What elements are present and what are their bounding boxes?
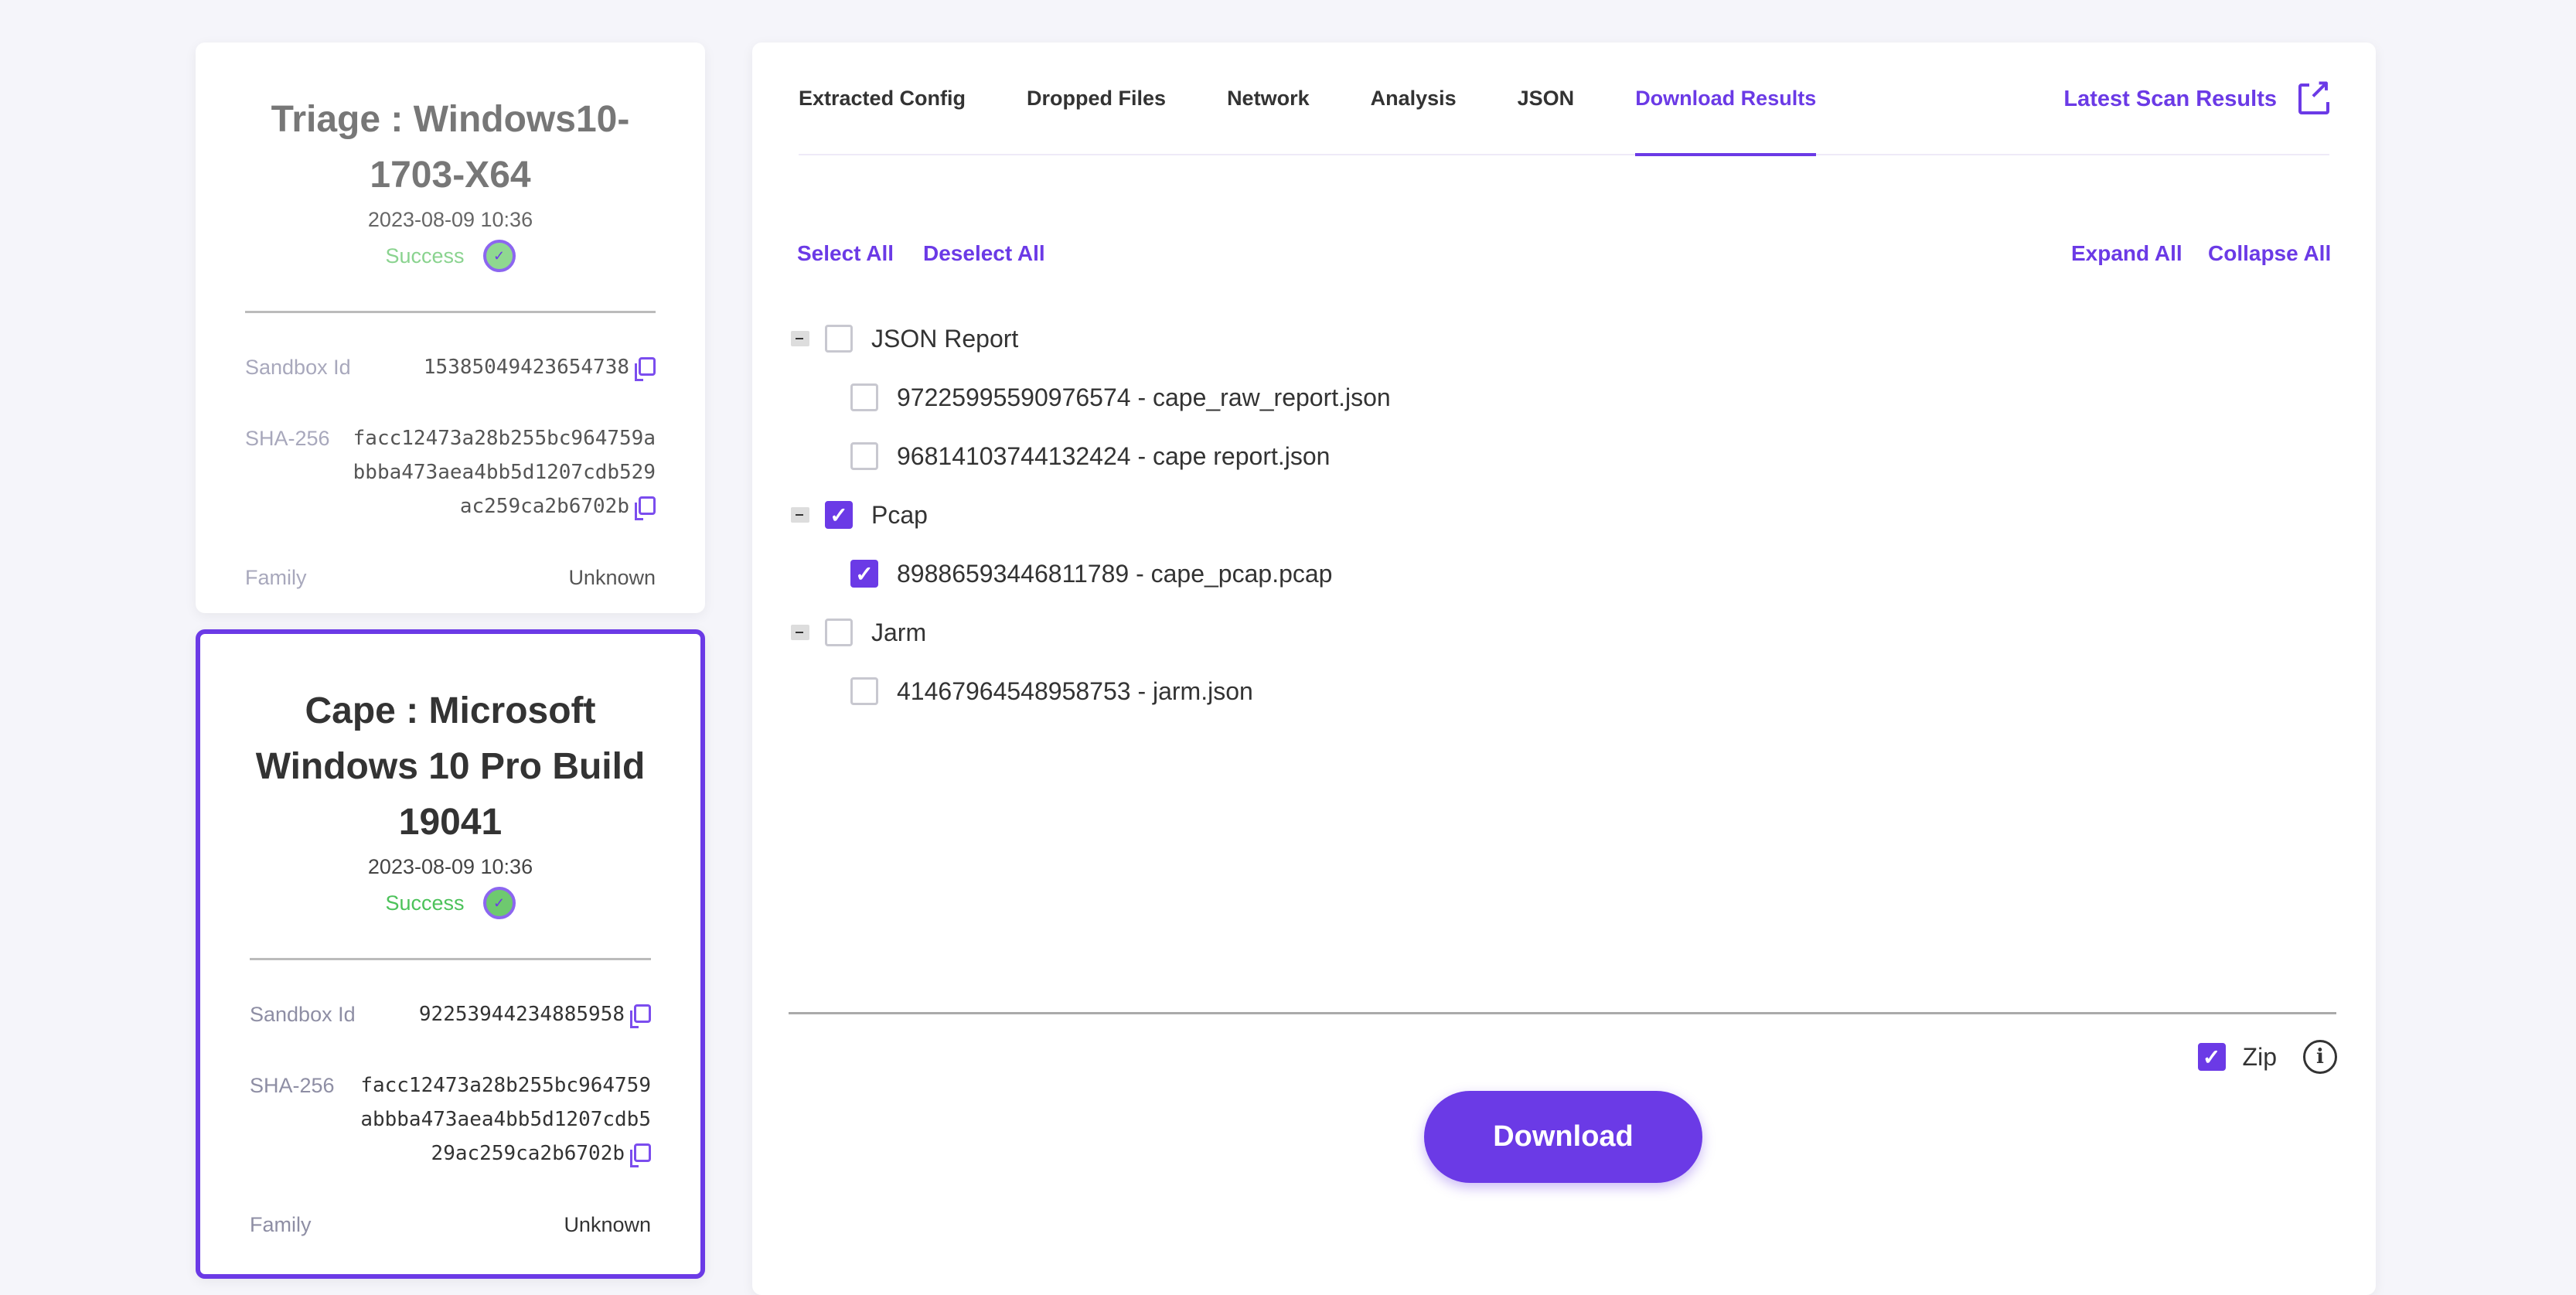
card-title: Triage : Windows10-1703-X64 [271, 99, 630, 196]
tree-group: Jarm [791, 603, 1391, 662]
group-checkbox[interactable] [825, 619, 853, 646]
sha-value: facc12473a28b255bc964759 abbba473aea4bb5d… [360, 1068, 651, 1171]
sha-line: bbba473aea4bb5d1207cdb529 [353, 461, 656, 484]
latest-scan-results-link[interactable]: Latest Scan Results [2063, 43, 2331, 155]
collapse-toggle-icon[interactable] [791, 507, 809, 523]
zip-option: ✓ Zip i [2197, 1040, 2337, 1074]
latest-scan-results-label: Latest Scan Results [2063, 86, 2277, 111]
status-text: Success [385, 244, 465, 268]
family-label: Family [250, 1213, 312, 1236]
file-tree: JSON Report 97225995590976574 - cape_raw_… [791, 309, 1391, 721]
sandbox-card-cape[interactable]: Cape : Microsoft Windows 10 Pro Build 19… [196, 629, 705, 1279]
sandbox-id-label: Sandbox Id [245, 356, 351, 379]
sandbox-card-triage[interactable]: Triage : Windows10-1703-X64 2023-08-09 1… [196, 43, 705, 613]
sha-label: SHA-256 [245, 427, 330, 450]
tab-network[interactable]: Network [1227, 86, 1310, 110]
results-panel: Extracted Config Dropped Files Network A… [752, 43, 2376, 1295]
tree-file: 41467964548958753 - jarm.json [791, 662, 1391, 721]
card-title: Cape : Microsoft Windows 10 Pro Build 19… [255, 690, 646, 843]
divider [245, 311, 656, 313]
family-value: Unknown [564, 1213, 651, 1236]
file-label: 96814103744132424 - cape report.json [897, 441, 1331, 470]
group-label: Jarm [871, 618, 927, 646]
sha-line: ac259ca2b6702b [459, 495, 629, 518]
sha-value: facc12473a28b255bc964759a bbba473aea4bb5d… [353, 421, 656, 523]
copy-icon[interactable] [630, 1004, 651, 1028]
info-icon[interactable]: i [2303, 1040, 2337, 1074]
copy-icon[interactable] [635, 357, 656, 381]
family-value: Unknown [568, 566, 656, 589]
card-date: 2023-08-09 10:36 [367, 208, 533, 231]
download-button[interactable]: Download [1424, 1091, 1702, 1183]
check-circle-icon: ✓ [482, 240, 516, 272]
tab-download-results[interactable]: Download Results [1635, 42, 1817, 156]
select-all-button[interactable]: Select All [797, 241, 894, 265]
group-checkbox[interactable] [825, 325, 853, 353]
card-date: 2023-08-09 10:36 [367, 855, 533, 878]
collapse-toggle-icon[interactable] [791, 331, 809, 346]
group-label: JSON Report [871, 324, 1019, 353]
divider [789, 1012, 2336, 1014]
copy-icon[interactable] [635, 496, 656, 520]
file-checkbox[interactable]: ✓ [850, 560, 878, 588]
tab-dropped-files[interactable]: Dropped Files [1027, 86, 1167, 110]
sha-line: abbba473aea4bb5d1207cdb5 [360, 1108, 651, 1131]
file-label: 89886593446811789 - cape_pcap.pcap [897, 559, 1333, 588]
sandbox-id-value: 15385049423654738 [423, 356, 629, 379]
sha-line: facc12473a28b255bc964759a [353, 427, 656, 450]
collapse-toggle-icon[interactable] [791, 625, 809, 640]
sha-line: 29ac259ca2b6702b [431, 1142, 625, 1165]
check-circle-icon: ✓ [482, 887, 516, 919]
tree-file: 97225995590976574 - cape_raw_report.json [791, 368, 1391, 427]
tab-bar: Extracted Config Dropped Files Network A… [799, 42, 2331, 156]
group-checkbox[interactable]: ✓ [825, 501, 853, 529]
sha-label: SHA-256 [250, 1074, 335, 1097]
tree-group: ✓ Pcap [791, 486, 1391, 544]
status-badge: Success ✓ [196, 240, 705, 272]
file-checkbox[interactable] [850, 677, 878, 705]
file-checkbox[interactable] [850, 383, 878, 411]
sha-line: facc12473a28b255bc964759 [360, 1074, 651, 1097]
copy-icon[interactable] [630, 1143, 651, 1167]
zip-checkbox[interactable]: ✓ [2197, 1043, 2226, 1071]
file-label: 41467964548958753 - jarm.json [897, 676, 1253, 705]
file-label: 97225995590976574 - cape_raw_report.json [897, 383, 1391, 411]
zip-label: Zip [2242, 1042, 2277, 1071]
tab-json[interactable]: JSON [1517, 86, 1575, 110]
status-badge: Success ✓ [200, 887, 700, 919]
tree-group: JSON Report [791, 309, 1391, 368]
file-checkbox[interactable] [850, 442, 878, 470]
tree-file: 96814103744132424 - cape report.json [791, 427, 1391, 486]
expand-all-button[interactable]: Expand All [2071, 241, 2182, 265]
tab-extracted-config[interactable]: Extracted Config [799, 86, 966, 110]
family-label: Family [245, 566, 307, 589]
sandbox-id-value: 92253944234885958 [418, 1003, 625, 1026]
sandbox-id-label: Sandbox Id [250, 1003, 356, 1026]
tree-file: ✓ 89886593446811789 - cape_pcap.pcap [791, 544, 1391, 603]
collapse-all-button[interactable]: Collapse All [2208, 241, 2332, 265]
status-text: Success [385, 891, 465, 915]
group-label: Pcap [871, 500, 928, 529]
deselect-all-button[interactable]: Deselect All [923, 241, 1045, 265]
external-link-icon [2298, 76, 2331, 114]
tab-analysis[interactable]: Analysis [1370, 86, 1457, 110]
divider [250, 958, 651, 960]
